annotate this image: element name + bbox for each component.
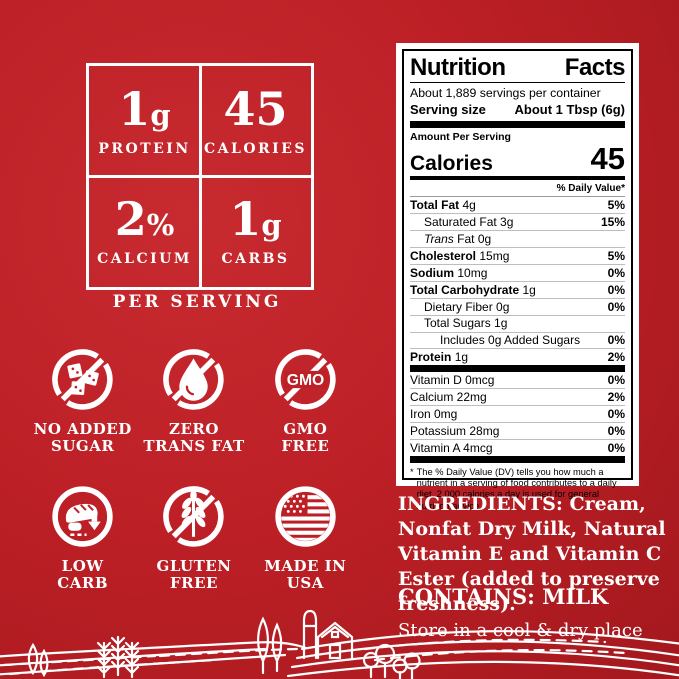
stat-value: 45 xyxy=(223,81,288,136)
nutrition-facts-panel: Nutrition Facts About 1,889 servings per … xyxy=(396,43,639,511)
vitamin-row: Vitamin A 4mcg 0% xyxy=(410,440,625,455)
badge-label: ZERO TRANS FAT xyxy=(143,420,245,455)
daily-value-footnote: * The % Daily Value (DV) tells you how m… xyxy=(410,466,617,511)
svg-text:GMO: GMO xyxy=(287,372,325,389)
nutrient-row: Protein 1g 2% xyxy=(410,350,625,365)
nutrient-row: Total Sugars 1g xyxy=(410,316,625,333)
nutrient-row: Total Fat 4g 5% xyxy=(410,197,625,215)
stat-label: CALCIUM xyxy=(97,251,192,268)
calories-value: 45 xyxy=(590,141,625,176)
vitamin-row: Calcium 22mg 2% xyxy=(410,389,625,407)
per-serving-grid: 1g PROTEIN 45 CALORIES 2% CALCIUM 1g CAR… xyxy=(86,63,314,290)
stat-carbs: 1g CARBS xyxy=(200,177,311,288)
nutrient-row: Dietary Fiber 0g 0% xyxy=(410,299,625,316)
vitamin-row: Vitamin D 0mcg 0% xyxy=(410,372,625,390)
vitamin-row: Iron 0mg 0% xyxy=(410,406,625,424)
nutrition-facts-title: Nutrition Facts xyxy=(410,54,626,83)
stat-label: CARBS xyxy=(221,251,290,268)
gmo-free-icon: GMO xyxy=(274,349,336,410)
badge-zero-trans-fat: ZERO TRANS FAT xyxy=(138,345,249,482)
stat-calories: 45 CALORIES xyxy=(200,66,311,177)
grid-divider-horizontal xyxy=(89,175,311,178)
stat-value: 1g xyxy=(118,81,171,136)
no-added-sugar-icon xyxy=(52,349,113,410)
divider-thick xyxy=(410,365,625,373)
stat-value: 1g xyxy=(229,192,282,247)
badge-no-added-sugar: NO ADDED SUGAR xyxy=(27,345,138,482)
nutrition-facts-label: Nutrition Facts About 1,889 servings per … xyxy=(402,49,633,511)
nutrient-row: Saturated Fat 3g 15% xyxy=(410,214,625,232)
badge-label: LOW CARB xyxy=(57,557,109,592)
nutrient-row: Total Carbohydrate 1g 0% xyxy=(410,282,625,299)
stat-protein: 1g PROTEIN xyxy=(89,66,200,177)
divider-medium xyxy=(410,176,625,181)
nutrient-row: Includes 0g Added Sugars 0% xyxy=(410,333,625,350)
low-carb-bread-icon xyxy=(52,486,113,547)
farm-scene-illustration xyxy=(0,609,679,679)
badge-label: NO ADDED SUGAR xyxy=(33,420,132,455)
divider-thick xyxy=(410,121,625,128)
ingredients-text: INGREDIENTS: Cream, Nonfat Dry Milk, Nat… xyxy=(398,493,666,615)
gluten-free-wheat-icon xyxy=(163,486,225,547)
daily-value-header: % Daily Value* xyxy=(410,180,625,198)
usa-flag-icon xyxy=(275,486,336,547)
nutrient-row: Cholesterol 15mg 5% xyxy=(410,248,625,265)
nutrient-row: Sodium 10mg 0% xyxy=(410,265,625,282)
serving-size-row: Serving size About 1 Tbsp (6g) xyxy=(410,102,625,117)
badge-low-carb: LOW CARB xyxy=(27,482,138,619)
badge-gluten-free: GLUTEN FREE xyxy=(138,482,249,619)
feature-badges: NO ADDED SUGAR ZERO TRANS FAT GMO xyxy=(27,345,361,619)
badge-label: GLUTEN FREE xyxy=(156,557,232,592)
nutrient-row: Trans Fat 0g xyxy=(410,231,625,249)
badge-made-in-usa: MADE IN USA xyxy=(250,482,361,619)
stat-calcium: 2% CALCIUM xyxy=(89,177,200,288)
per-serving-caption: PER SERVING xyxy=(112,292,282,312)
allergen-statement: CONTAINS: MILK xyxy=(398,584,609,609)
stat-value: 2% xyxy=(114,192,175,247)
stat-label: CALORIES xyxy=(203,140,307,157)
divider-thick xyxy=(410,455,625,463)
zero-trans-fat-icon xyxy=(163,349,225,410)
amount-per-serving: Amount Per Serving xyxy=(410,131,511,143)
vitamin-row: Potassium 28mg 0% xyxy=(410,423,625,440)
calories-row: Calories 45 xyxy=(410,141,625,176)
badge-label: MADE IN USA xyxy=(264,557,347,592)
stat-label: PROTEIN xyxy=(98,140,191,157)
servings-per-container: About 1,889 servings per container xyxy=(410,86,601,100)
